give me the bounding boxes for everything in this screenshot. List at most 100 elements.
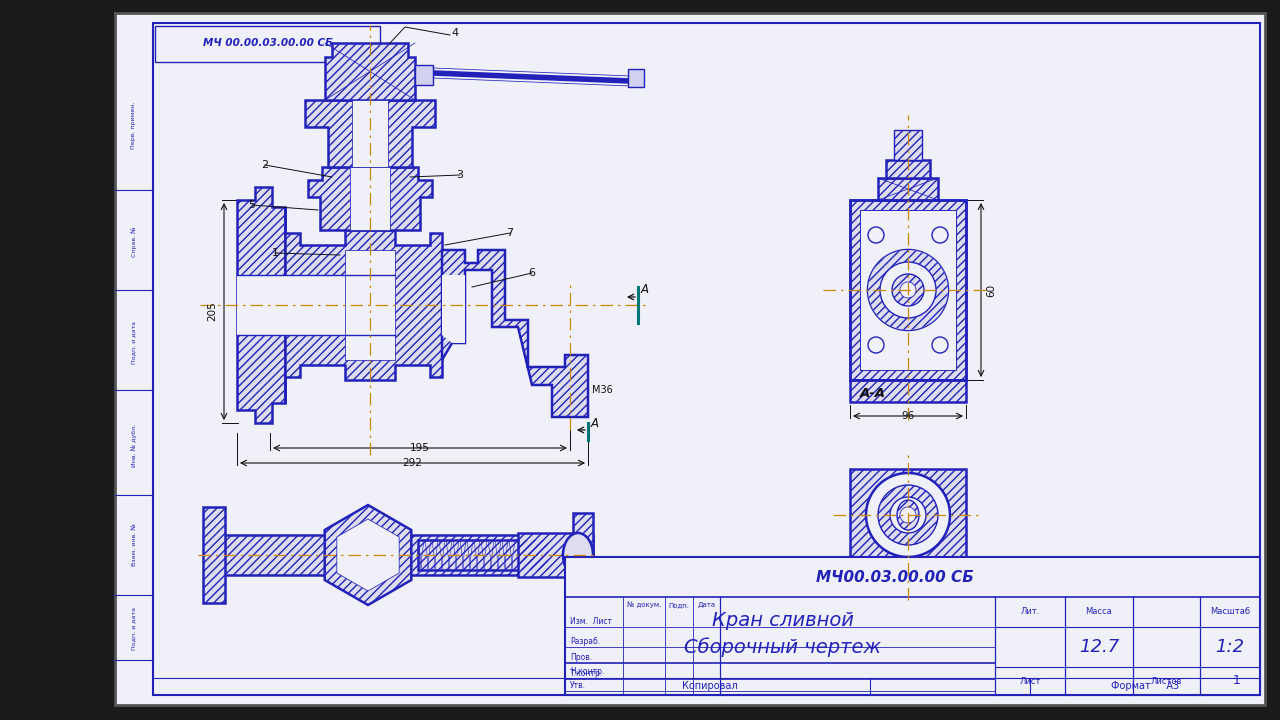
Text: Формат     А3: Формат А3 [1111, 681, 1179, 691]
Text: Масса: Масса [1085, 608, 1112, 616]
Text: 4: 4 [452, 28, 458, 38]
Text: МЧ 00.00.03.00.00 СБ: МЧ 00.00.03.00.00 СБ [204, 38, 333, 48]
Text: Масштаб: Масштаб [1210, 608, 1251, 616]
Bar [115, 13, 1265, 705]
Text: 96: 96 [901, 411, 915, 421]
Text: 3: 3 [457, 170, 463, 180]
Text: 6: 6 [529, 268, 535, 278]
Bar [860, 210, 956, 370]
Text: 60: 60 [986, 284, 996, 297]
Circle shape [868, 227, 884, 243]
Text: Лист: Лист [1019, 677, 1041, 685]
Text: А: А [591, 417, 599, 430]
Ellipse shape [897, 500, 919, 530]
Circle shape [892, 274, 924, 306]
Text: Инв. № дубл.: Инв. № дубл. [131, 423, 137, 467]
Text: № докум.: № докум. [627, 602, 662, 608]
Text: Подп.: Подп. [668, 602, 690, 608]
Text: 1: 1 [271, 248, 279, 258]
Text: Т.контр.: Т.контр. [570, 670, 603, 678]
Polygon shape [237, 187, 285, 423]
Text: 292: 292 [403, 458, 422, 468]
Bar [878, 178, 938, 200]
Circle shape [868, 250, 948, 330]
Circle shape [900, 282, 916, 298]
Polygon shape [442, 250, 588, 417]
Text: Взам. инв. №: Взам. инв. № [132, 523, 137, 567]
Text: Утв.: Утв. [570, 680, 586, 690]
Bar [850, 380, 966, 402]
Bar [154, 23, 1260, 695]
Polygon shape [325, 43, 415, 100]
Bar [886, 160, 931, 178]
Text: Кран сливной: Кран сливной [712, 611, 854, 631]
Circle shape [881, 262, 936, 318]
Text: Разраб.: Разраб. [570, 637, 600, 647]
Text: 5: 5 [248, 200, 256, 210]
Bar [850, 200, 966, 380]
Polygon shape [442, 275, 465, 343]
Text: МЧ00.03.00.00 СБ: МЧ00.03.00.00 СБ [817, 570, 974, 585]
Text: Перв. примен.: Перв. примен. [132, 102, 137, 149]
Bar [415, 65, 433, 85]
Text: 195: 195 [410, 443, 430, 453]
Circle shape [900, 507, 916, 523]
Bar [850, 200, 966, 380]
Bar [850, 469, 966, 585]
Polygon shape [305, 100, 435, 167]
Circle shape [867, 473, 950, 557]
Bar [204, 507, 225, 603]
Bar [223, 535, 593, 575]
Bar [573, 513, 593, 597]
Bar [419, 540, 548, 570]
Circle shape [932, 337, 948, 353]
Text: Изм.  Лист: Изм. Лист [570, 618, 612, 626]
Bar [850, 469, 966, 585]
Bar [886, 160, 931, 178]
Bar [628, 69, 644, 87]
Bar [893, 130, 922, 160]
Text: 1: 1 [1233, 675, 1240, 688]
Polygon shape [325, 505, 411, 605]
Bar [518, 533, 579, 577]
Bar [878, 178, 938, 200]
Circle shape [932, 227, 948, 243]
Text: Подп. и дата: Подп. и дата [132, 320, 137, 364]
Text: А: А [641, 283, 649, 296]
Text: 12.7: 12.7 [1079, 638, 1119, 656]
Text: 2: 2 [261, 160, 269, 170]
Bar [204, 507, 225, 603]
Text: Пров.: Пров. [570, 654, 593, 662]
Text: M36: M36 [591, 385, 613, 395]
Bar [346, 250, 396, 360]
Bar [237, 275, 396, 335]
Bar [573, 513, 593, 597]
Text: Подп. и дата: Подп. и дата [132, 606, 137, 649]
Circle shape [890, 497, 925, 533]
Bar [155, 26, 380, 62]
Bar [352, 100, 388, 167]
Text: А-А: А-А [860, 387, 886, 400]
Text: Сборочный чертеж: Сборочный чертеж [685, 637, 882, 657]
Text: 205: 205 [207, 302, 218, 321]
Bar [850, 200, 966, 380]
Polygon shape [285, 207, 442, 403]
Text: 7: 7 [507, 228, 513, 238]
Bar [850, 380, 966, 402]
Ellipse shape [563, 533, 593, 577]
Bar [893, 130, 922, 160]
Text: Копировал: Копировал [682, 681, 737, 691]
Text: Лит.: Лит. [1020, 608, 1039, 616]
Polygon shape [337, 519, 399, 591]
Text: 1:2: 1:2 [1216, 638, 1244, 656]
Bar [518, 533, 579, 577]
Circle shape [868, 337, 884, 353]
Circle shape [878, 485, 938, 545]
Bar [564, 557, 1260, 695]
Polygon shape [308, 167, 433, 230]
Bar [223, 535, 593, 575]
Text: Дата: Дата [698, 602, 716, 608]
Bar [860, 210, 956, 370]
Bar [349, 167, 390, 230]
Bar [419, 540, 548, 570]
